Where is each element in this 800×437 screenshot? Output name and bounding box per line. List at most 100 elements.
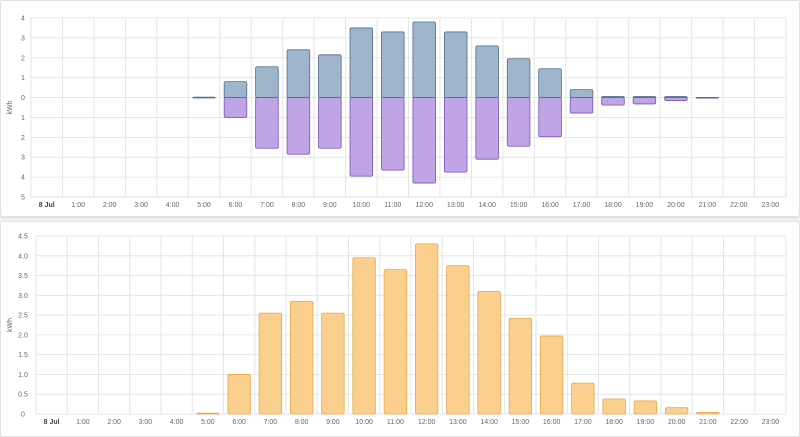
x-tick-label: 8 Jul bbox=[39, 202, 55, 209]
export-bar-15[interactable] bbox=[506, 58, 531, 98]
solar-bar-12[interactable] bbox=[414, 243, 439, 415]
y-tick-label: 1.0 bbox=[18, 372, 28, 379]
y-tick-label: 5 bbox=[21, 195, 25, 202]
solar-bar-8[interactable] bbox=[289, 300, 314, 415]
solar-bar-7[interactable] bbox=[258, 312, 283, 415]
x-tick-label: 4:00 bbox=[170, 419, 184, 426]
y-tick-label: 2 bbox=[21, 55, 25, 62]
y-axis-label: kWh bbox=[7, 100, 14, 114]
import-bar-17[interactable] bbox=[569, 97, 594, 114]
import-bar-14[interactable] bbox=[475, 97, 499, 160]
x-tick-label: 9:00 bbox=[323, 202, 337, 209]
export-bar-7[interactable] bbox=[255, 66, 279, 98]
solar-bar-18[interactable] bbox=[602, 398, 626, 415]
x-tick-label: 17:00 bbox=[573, 202, 591, 209]
x-tick-label: 9:00 bbox=[326, 419, 340, 426]
y-tick-label: 3.0 bbox=[18, 293, 28, 300]
export-bar-14[interactable] bbox=[475, 45, 499, 98]
x-tick-label: 8:00 bbox=[295, 419, 309, 426]
x-tick-label: 23:00 bbox=[762, 202, 780, 209]
y-tick-label: 2.0 bbox=[18, 332, 28, 339]
import-bar-7[interactable] bbox=[255, 97, 279, 149]
solar-chart-card: 0 0.5 1.0 1.5 2.0 2.5 3.0 3.5 4.0 4.5 kWh 8 Jul 1:00… bbox=[0, 221, 800, 437]
import-bar-8[interactable] bbox=[286, 97, 311, 155]
export-bar-11[interactable] bbox=[381, 31, 405, 98]
y-tick-label: 3 bbox=[21, 35, 25, 42]
x-tick-label: 16:00 bbox=[543, 419, 561, 426]
solar-bar-6[interactable] bbox=[227, 374, 251, 415]
x-tick-label: 17:00 bbox=[574, 419, 592, 426]
x-tick-label: 5:00 bbox=[201, 419, 215, 426]
x-tick-label: 19:00 bbox=[636, 202, 654, 209]
x-tick-label: 14:00 bbox=[480, 419, 498, 426]
import-bar-19[interactable] bbox=[632, 97, 657, 105]
export-bar-21[interactable] bbox=[695, 96, 720, 99]
import-bar-6[interactable] bbox=[223, 97, 248, 118]
grid-chart-card: 4 3 2 1 0 1 2 3 4 5 kWh 8 Jul 1:00 2:00 3:00 4:00 5:00 6:… bbox=[0, 0, 800, 217]
x-tick-label: 1:00 bbox=[71, 202, 85, 209]
y-tick-label: 3 bbox=[21, 155, 25, 162]
import-bar-12[interactable] bbox=[412, 97, 436, 184]
solar-bar-15[interactable] bbox=[508, 317, 533, 415]
export-bar-9[interactable] bbox=[318, 54, 342, 98]
x-tick-label: 15:00 bbox=[510, 202, 528, 209]
solar-bar-5[interactable] bbox=[196, 412, 220, 415]
solar-bar-13[interactable] bbox=[446, 265, 470, 415]
x-tick-label: 20:00 bbox=[667, 202, 685, 209]
solar-bar-11[interactable] bbox=[383, 269, 408, 415]
solar-bar-20[interactable] bbox=[664, 407, 689, 415]
import-bar-16[interactable] bbox=[538, 97, 562, 138]
import-bar-15[interactable] bbox=[506, 97, 531, 147]
solar-bar-19[interactable] bbox=[633, 400, 658, 415]
solar-bar-10[interactable] bbox=[352, 257, 376, 415]
x-tick-label: 3:00 bbox=[139, 419, 153, 426]
x-tick-label: 11:00 bbox=[387, 419, 404, 426]
export-bar-12[interactable] bbox=[412, 21, 436, 98]
x-tick-label: 20:00 bbox=[668, 419, 686, 426]
y-tick-label: 4.0 bbox=[18, 253, 28, 260]
export-bar-16[interactable] bbox=[538, 68, 562, 98]
y-tick-label: 4 bbox=[21, 16, 25, 23]
x-tick-label: 18:00 bbox=[605, 419, 623, 426]
x-tick-label: 21:00 bbox=[699, 202, 717, 209]
solar-bar-21[interactable] bbox=[696, 412, 720, 415]
solar-bar-14[interactable] bbox=[477, 290, 501, 415]
x-tick-label: 7:00 bbox=[264, 419, 278, 426]
y-tick-label: 4 bbox=[21, 175, 25, 182]
import-bar-9[interactable] bbox=[318, 97, 342, 149]
x-tick-label: 8:00 bbox=[292, 202, 306, 209]
y-axis-label: kWh bbox=[7, 318, 14, 332]
export-bar-10[interactable] bbox=[349, 27, 374, 98]
x-tick-label: 8 Jul bbox=[44, 419, 60, 426]
x-tick-label: 14:00 bbox=[478, 202, 496, 209]
x-tick-label: 11:00 bbox=[384, 202, 401, 209]
grid-energy-chart: 4 3 2 1 0 1 2 3 4 5 kWh 8 Jul 1:00 2:00 3:00 4:00 5:00 6:… bbox=[7, 16, 787, 209]
solar-bar-17[interactable] bbox=[571, 382, 595, 415]
solar-bar-16[interactable] bbox=[539, 335, 564, 415]
import-bar-13[interactable] bbox=[443, 97, 468, 173]
solar-bar-9[interactable] bbox=[321, 312, 345, 415]
x-tick-label: 6:00 bbox=[229, 202, 243, 209]
y-tick-label: 3.5 bbox=[18, 273, 28, 280]
y-tick-label: 1 bbox=[21, 75, 25, 82]
y-tick-label: 0.5 bbox=[18, 392, 28, 399]
x-tick-label: 12:00 bbox=[415, 202, 433, 209]
export-bar-8[interactable] bbox=[286, 49, 311, 98]
export-bar-13[interactable] bbox=[443, 31, 468, 98]
solar-production-chart: 0 0.5 1.0 1.5 2.0 2.5 3.0 3.5 4.0 4.5 kWh 8 Jul 1:00… bbox=[7, 234, 787, 426]
x-tick-label: 22:00 bbox=[730, 202, 748, 209]
x-tick-label: 15:00 bbox=[512, 419, 530, 426]
export-bar-6[interactable] bbox=[223, 81, 248, 98]
y-tick-label: 2 bbox=[21, 135, 25, 142]
y-tick-label: 4.5 bbox=[18, 234, 28, 241]
export-bar-5[interactable] bbox=[192, 96, 216, 99]
import-bar-18[interactable] bbox=[601, 97, 625, 106]
x-tick-label: 16:00 bbox=[541, 202, 559, 209]
export-bar-17[interactable] bbox=[569, 89, 594, 98]
y-tick-label: 1 bbox=[21, 115, 25, 122]
import-bar-11[interactable] bbox=[381, 97, 405, 171]
import-bar-10[interactable] bbox=[349, 97, 374, 177]
x-tick-label: 19:00 bbox=[637, 419, 655, 426]
import-bar-20[interactable] bbox=[664, 97, 688, 101]
y-tick-label: 0 bbox=[21, 95, 25, 102]
